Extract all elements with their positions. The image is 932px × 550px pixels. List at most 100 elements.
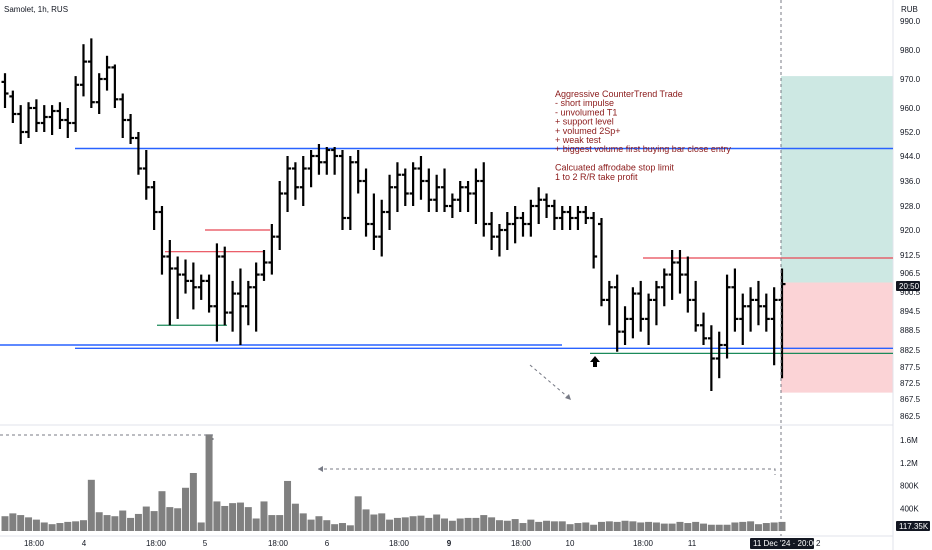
volume-bar xyxy=(134,513,142,531)
volume-bar xyxy=(103,515,111,531)
ohlc-bar xyxy=(323,147,331,175)
annotation-line: - unvolumed T1 xyxy=(555,107,617,117)
volume-bar xyxy=(56,523,64,531)
volume-bar xyxy=(456,518,464,531)
volume-bar xyxy=(574,523,582,531)
volume-bar xyxy=(527,519,535,531)
ohlc-bar xyxy=(676,250,684,294)
ohlc-bar xyxy=(127,114,135,144)
entry-arrow-up-icon[interactable] xyxy=(590,356,600,367)
position-zones[interactable] xyxy=(781,76,893,393)
price-tick-label: 877.5 xyxy=(900,363,921,372)
volume-bar xyxy=(32,519,40,531)
volume-bar xyxy=(40,522,48,531)
annotation-line: Calcuated affrodabe stop limit xyxy=(555,163,674,173)
volume-tick-label: 400K xyxy=(900,504,919,513)
annotation-line: 1 to 2 R/R take profit xyxy=(555,172,638,182)
volume-bar xyxy=(158,491,166,531)
price-tick-label: 912.5 xyxy=(900,251,921,260)
volume-bar xyxy=(221,505,229,531)
price-tick-label: 867.5 xyxy=(900,395,921,404)
ohlc-bar xyxy=(401,168,409,206)
price-tick-label: 872.5 xyxy=(900,379,921,388)
price-tick-label: 960.0 xyxy=(900,104,921,113)
price-tick-label: 888.5 xyxy=(900,326,921,335)
volume-bar xyxy=(417,515,425,531)
volume-bar xyxy=(566,524,574,531)
price-tick-label: 900.5 xyxy=(900,288,921,297)
ohlc-bar xyxy=(378,199,386,257)
ohlc-bar xyxy=(48,105,56,135)
volume-bar xyxy=(331,524,339,531)
volume-bar xyxy=(17,515,25,531)
ohlc-bar xyxy=(770,287,778,366)
ohlc-bar xyxy=(700,312,708,345)
ohlc-bar xyxy=(56,102,64,129)
volume-bar xyxy=(692,521,700,531)
take-profit-zone[interactable] xyxy=(781,76,893,283)
trade-annotation[interactable]: Aggressive CounterTrend Trade - short imp… xyxy=(555,89,731,182)
arrow-left-icon xyxy=(318,466,323,472)
volume-bar xyxy=(637,522,645,531)
ohlc-bar xyxy=(433,174,441,212)
volume-bar xyxy=(535,521,543,531)
volume-bar xyxy=(307,519,315,531)
ohlc-bar xyxy=(32,99,40,132)
ohlc-bar xyxy=(346,156,354,230)
volume-bar xyxy=(660,523,668,531)
volume-bar xyxy=(354,496,362,531)
ohlc-bar xyxy=(221,246,229,326)
volume-bar xyxy=(511,519,519,531)
ohlc-bar xyxy=(338,150,346,230)
volume-bar xyxy=(72,521,80,531)
ohlc-bar xyxy=(189,262,197,310)
ohlc-bar xyxy=(778,268,786,379)
volume-bar xyxy=(700,523,708,531)
ohlc-bar xyxy=(441,168,449,212)
volume-bar xyxy=(401,517,409,531)
stop-loss-zone[interactable] xyxy=(781,282,893,393)
ohlc-bar xyxy=(582,206,590,224)
ohlc-bar xyxy=(307,150,315,188)
volume-reference-line-2[interactable] xyxy=(318,468,776,475)
ohlc-bar xyxy=(731,268,739,332)
ohlc-bar xyxy=(472,168,480,224)
ohlc-bar xyxy=(103,55,111,91)
volume-bar xyxy=(707,524,715,531)
volume-bar xyxy=(378,513,386,531)
ohlc-bar xyxy=(543,193,551,218)
volume-bar xyxy=(747,521,755,531)
price-axis[interactable]: 990.0 980.0 970.0 960.0 952.0 944.0 936.0 928.0… xyxy=(900,17,921,421)
price-tick-label: 920.0 xyxy=(900,226,921,235)
volume-bar xyxy=(778,521,786,531)
volume-bar xyxy=(174,508,182,531)
volume-bar xyxy=(252,518,260,531)
volume-bar xyxy=(370,514,378,531)
ohlc-bar xyxy=(550,199,558,230)
ohlc-bar xyxy=(87,38,95,108)
volume-bar xyxy=(25,517,33,531)
volume-bar xyxy=(244,507,252,531)
ohlc-bar xyxy=(354,150,362,194)
current-price-badge xyxy=(896,281,920,291)
volume-bar xyxy=(64,521,72,531)
ohlc-bar xyxy=(590,212,598,269)
ohlc-bar xyxy=(715,331,723,379)
level-lines[interactable] xyxy=(0,147,893,354)
impulse-arrow[interactable] xyxy=(529,364,570,399)
currency-label: RUB xyxy=(901,5,918,14)
volume-bar xyxy=(503,520,511,531)
ohlc-bar xyxy=(613,274,621,352)
current-volume-badge xyxy=(896,521,930,531)
ohlc-bar xyxy=(244,280,252,326)
time-tick-label: 5 xyxy=(203,539,208,548)
volume-axis[interactable]: 1.6M 1.2M 800K 400K xyxy=(900,436,919,513)
ohlc-bar xyxy=(174,256,182,319)
volume-reference-line[interactable] xyxy=(0,434,214,440)
volume-bar xyxy=(495,520,503,531)
ohlc-bar xyxy=(40,105,48,132)
volume-bar xyxy=(284,480,292,531)
volume-bar xyxy=(409,516,417,531)
